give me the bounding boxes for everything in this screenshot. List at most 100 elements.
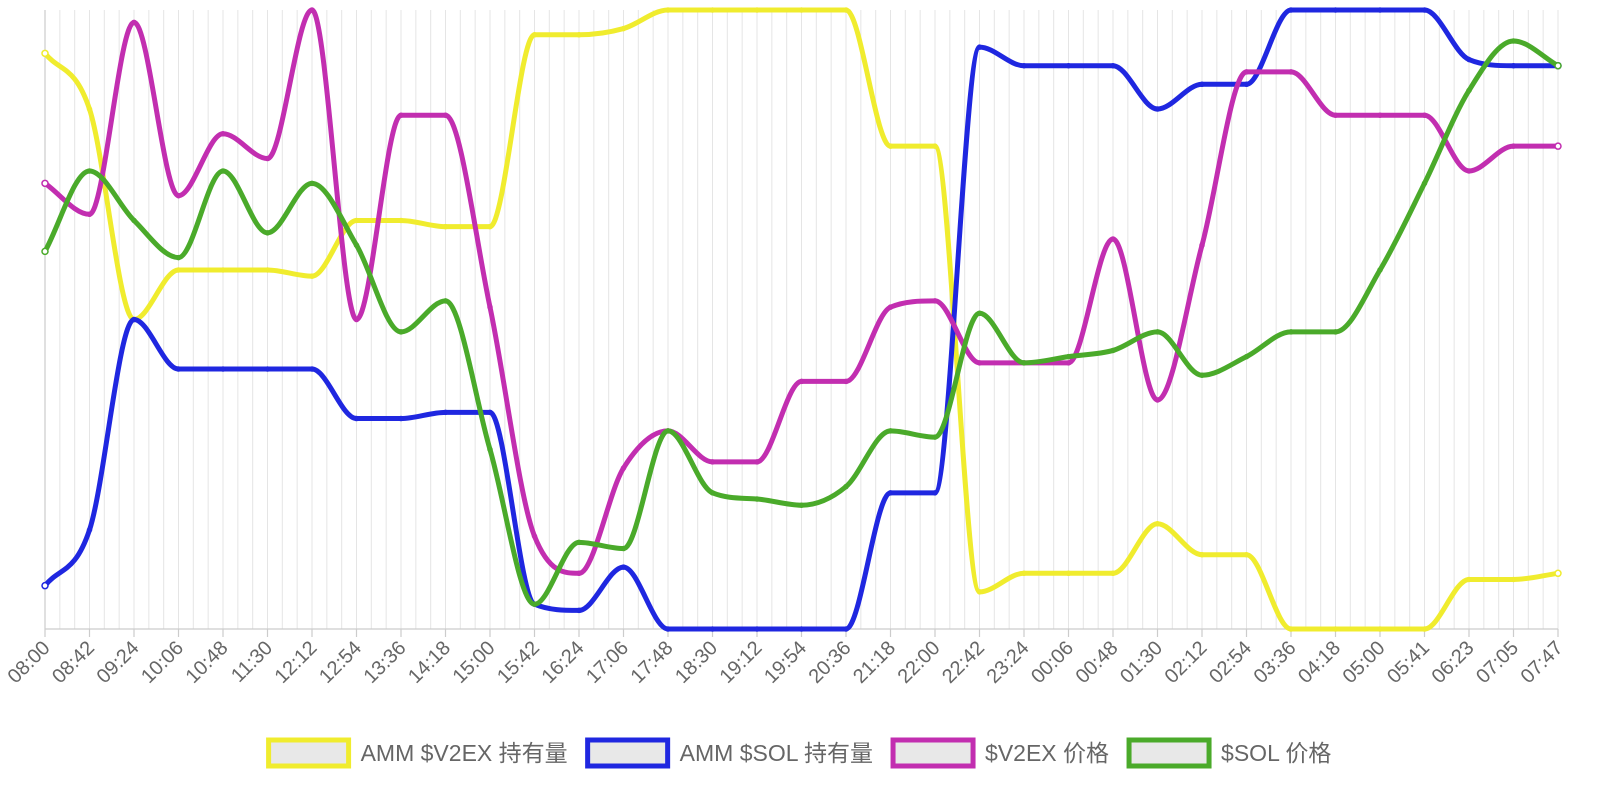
data-point[interactable] — [1421, 112, 1428, 118]
data-point[interactable] — [754, 626, 760, 632]
data-point[interactable] — [1332, 329, 1339, 335]
data-point[interactable] — [754, 7, 760, 13]
data-point[interactable] — [220, 267, 226, 273]
data-point[interactable] — [932, 143, 938, 149]
data-point[interactable] — [41, 49, 49, 58]
data-point[interactable] — [264, 267, 271, 273]
data-point[interactable] — [1332, 7, 1339, 13]
data-point[interactable] — [843, 483, 849, 490]
data-point[interactable] — [175, 267, 182, 273]
legend-item-4[interactable]: $SOL 价格 — [1126, 737, 1331, 769]
data-point[interactable] — [1377, 7, 1383, 13]
data-point[interactable] — [175, 254, 182, 261]
data-point[interactable] — [353, 415, 360, 422]
data-point[interactable] — [487, 409, 493, 416]
data-point[interactable] — [798, 378, 805, 385]
data-point[interactable] — [1110, 236, 1116, 242]
data-point[interactable] — [1021, 62, 1027, 69]
data-point[interactable] — [1466, 576, 1472, 583]
data-point[interactable] — [86, 106, 93, 112]
data-point[interactable] — [620, 545, 627, 552]
data-point[interactable] — [976, 589, 983, 595]
data-point[interactable] — [220, 131, 226, 137]
data-point[interactable] — [1154, 329, 1161, 335]
data-point[interactable] — [398, 329, 404, 335]
data-point[interactable] — [1554, 61, 1562, 70]
data-point[interactable] — [576, 539, 582, 546]
data-point[interactable] — [1243, 353, 1250, 360]
data-point[interactable] — [887, 304, 894, 310]
data-point[interactable] — [665, 7, 671, 13]
data-point[interactable] — [1243, 69, 1250, 75]
data-point[interactable] — [1199, 551, 1205, 558]
data-point[interactable] — [1154, 106, 1161, 112]
data-point[interactable] — [1466, 168, 1472, 174]
data-point[interactable] — [1199, 242, 1205, 248]
data-point[interactable] — [843, 7, 849, 13]
data-point[interactable] — [1243, 81, 1250, 88]
data-point[interactable] — [442, 409, 449, 416]
data-point[interactable] — [1466, 87, 1472, 94]
data-point[interactable] — [353, 316, 360, 323]
data-point[interactable] — [220, 366, 226, 372]
data-point[interactable] — [398, 217, 404, 224]
data-point[interactable] — [442, 223, 449, 230]
data-point[interactable] — [887, 490, 894, 496]
data-point[interactable] — [131, 19, 137, 26]
data-point[interactable] — [487, 446, 493, 453]
data-point[interactable] — [175, 192, 182, 199]
data-point[interactable] — [709, 626, 716, 632]
data-point[interactable] — [1065, 353, 1072, 360]
data-point[interactable] — [1288, 69, 1294, 75]
data-point[interactable] — [1199, 81, 1205, 88]
data-point[interactable] — [1554, 142, 1562, 150]
data-point[interactable] — [1377, 626, 1383, 632]
data-point[interactable] — [798, 7, 805, 13]
data-point[interactable] — [887, 428, 894, 434]
data-point[interactable] — [442, 112, 449, 118]
data-point[interactable] — [1421, 7, 1428, 13]
legend-item-3[interactable]: $V2EX 价格 — [890, 737, 1109, 769]
data-point[interactable] — [1199, 372, 1205, 378]
data-point[interactable] — [264, 230, 271, 236]
data-point[interactable] — [1288, 7, 1294, 13]
data-point[interactable] — [1288, 626, 1294, 632]
data-point[interactable] — [86, 168, 93, 174]
data-point[interactable] — [1243, 551, 1250, 558]
data-point[interactable] — [41, 581, 49, 590]
data-point[interactable] — [1466, 56, 1472, 63]
data-point[interactable] — [531, 601, 538, 607]
data-point[interactable] — [1554, 569, 1562, 578]
data-point[interactable] — [131, 316, 137, 323]
data-point[interactable] — [1510, 38, 1517, 44]
data-point[interactable] — [398, 415, 404, 422]
data-point[interactable] — [1421, 180, 1428, 187]
data-point[interactable] — [41, 179, 49, 188]
data-point[interactable] — [1154, 521, 1161, 527]
data-point[interactable] — [353, 242, 360, 248]
data-point[interactable] — [41, 247, 49, 256]
data-point[interactable] — [309, 366, 315, 372]
data-point[interactable] — [932, 434, 938, 440]
data-point[interactable] — [309, 180, 315, 187]
data-point[interactable] — [1021, 360, 1027, 366]
data-point[interactable] — [754, 496, 760, 502]
data-point[interactable] — [1510, 143, 1517, 149]
data-point[interactable] — [709, 7, 716, 13]
data-point[interactable] — [1154, 397, 1161, 403]
data-point[interactable] — [1332, 626, 1339, 632]
data-point[interactable] — [932, 298, 938, 304]
data-point[interactable] — [309, 273, 315, 279]
data-point[interactable] — [709, 490, 716, 496]
data-point[interactable] — [220, 168, 226, 174]
data-point[interactable] — [1065, 570, 1072, 577]
data-point[interactable] — [1110, 347, 1116, 354]
legend-item-2[interactable]: AMM $SOL 持有量 — [585, 737, 873, 769]
data-point[interactable] — [487, 304, 493, 310]
data-point[interactable] — [86, 527, 93, 533]
data-point[interactable] — [1510, 576, 1517, 583]
data-point[interactable] — [531, 533, 538, 539]
data-point[interactable] — [442, 298, 449, 304]
data-point[interactable] — [887, 143, 894, 149]
data-point[interactable] — [709, 459, 716, 465]
